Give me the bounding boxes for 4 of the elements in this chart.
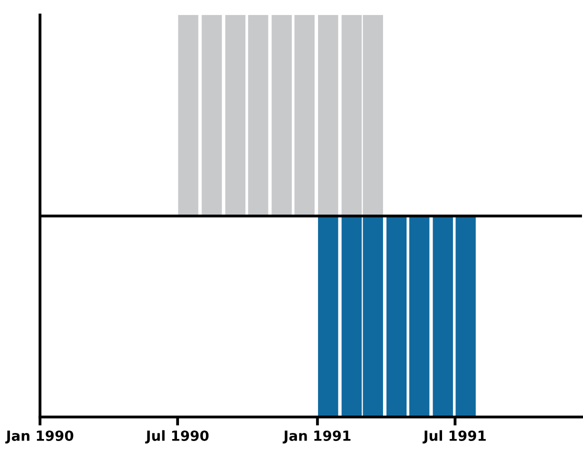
x-tick-label: Jul 1990 [145, 430, 209, 444]
x-tick-label: Jan 1991 [282, 430, 350, 444]
x-tick-label: Jan 1990 [5, 430, 74, 444]
x-tick-label: Jul 1991 [422, 430, 486, 444]
